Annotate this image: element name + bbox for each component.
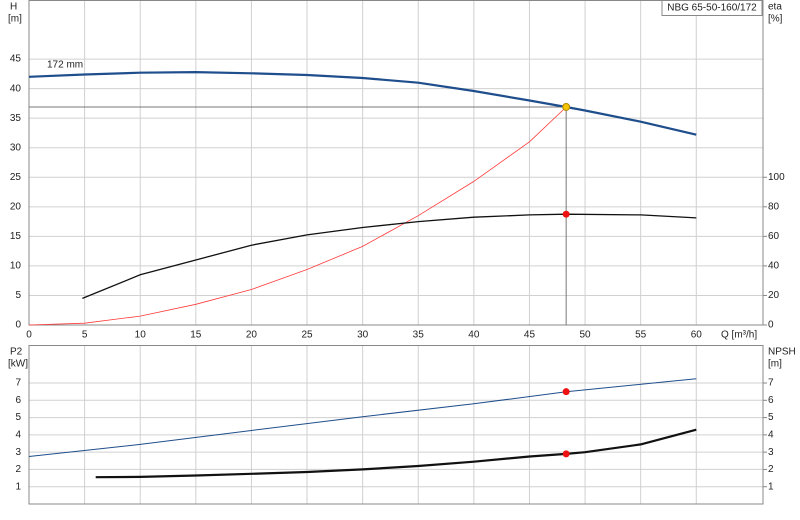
y2-unit: [m]	[768, 359, 782, 370]
y2-tick-label: 0	[768, 320, 774, 331]
y-tick-label: 0	[15, 320, 21, 331]
y-tick-label: 7	[15, 378, 21, 389]
y-tick-label: 30	[10, 142, 22, 153]
y-tick-label: 15	[10, 231, 22, 242]
y2-tick-label: 6	[768, 395, 774, 406]
y2-tick-label: 80	[768, 201, 780, 212]
x-tick-label: 45	[524, 330, 536, 341]
y-tick-label: 1	[15, 481, 21, 492]
y-tick-label: 10	[10, 261, 22, 272]
x-tick-label: 20	[246, 330, 258, 341]
y2-label: NPSH	[768, 347, 796, 358]
y-tick-label: 25	[10, 172, 22, 183]
duty-point	[562, 210, 570, 218]
x-tick-label: 10	[135, 330, 147, 341]
x-tick-label: 30	[357, 330, 369, 341]
y2-tick-label: 100	[768, 172, 785, 183]
y-tick-label: 40	[10, 83, 22, 94]
y2-tick-label: 20	[768, 290, 780, 301]
x-tick-label: 55	[635, 330, 647, 341]
y-tick-label: 5	[15, 412, 21, 423]
curve	[95, 428, 697, 479]
duty-point	[562, 388, 570, 396]
x-label: Q [m³/h]	[721, 330, 757, 341]
x-tick-label: 25	[301, 330, 313, 341]
y2-tick-label: 40	[768, 261, 780, 272]
y2-tick-label: 5	[768, 412, 774, 423]
y2-tick-label: 1	[768, 481, 774, 492]
y2-tick-label: 2	[768, 464, 774, 475]
x-tick-label: 15	[190, 330, 202, 341]
x-tick-label: 0	[26, 330, 32, 341]
x-tick-label: 60	[691, 330, 703, 341]
y2-unit: [%]	[768, 14, 783, 25]
y-unit: [m]	[8, 14, 22, 25]
duty-point	[562, 450, 570, 458]
y-tick-label: 20	[10, 201, 22, 212]
y-tick-label: 6	[15, 395, 21, 406]
plot-frame	[28, 345, 764, 505]
y2-tick-label: 3	[768, 447, 774, 458]
chart-title: NBG 65-50-160/172	[667, 3, 757, 14]
plot-frame	[28, 0, 764, 326]
title-box	[661, 0, 763, 16]
y-tick-label: 35	[10, 113, 22, 124]
x-tick-label: 40	[468, 330, 480, 341]
y2-tick-label: 4	[768, 430, 774, 441]
x-tick-label: 5	[82, 330, 88, 341]
y-tick-label: 3	[15, 447, 21, 458]
y-tick-label: 45	[10, 54, 22, 65]
y-tick-label: 5	[15, 290, 21, 301]
y2-tick-label: 60	[768, 231, 780, 242]
x-tick-label: 35	[413, 330, 425, 341]
y-tick-label: 2	[15, 464, 21, 475]
curve-annotation: 172 mm	[47, 59, 83, 70]
y-label: H	[10, 2, 17, 13]
duty-point	[562, 102, 571, 111]
x-tick-label: 50	[579, 330, 591, 341]
y-tick-label: 4	[15, 430, 21, 441]
y-unit: [kW]	[8, 359, 28, 370]
y-label: P2	[10, 347, 23, 358]
y2-tick-label: 7	[768, 378, 774, 389]
curve	[28, 106, 567, 326]
curve	[82, 213, 697, 300]
y2-label: eta	[768, 2, 782, 13]
curve	[28, 70, 697, 136]
